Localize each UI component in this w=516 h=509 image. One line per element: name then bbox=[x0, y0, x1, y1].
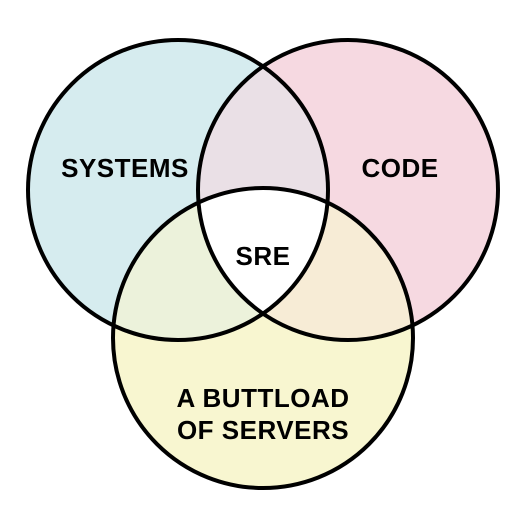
label-systems: SYSTEMS bbox=[61, 153, 189, 183]
venn-diagram: SYSTEMS CODE A BUTTLOADOF SERVERS SRE bbox=[0, 0, 516, 509]
label-servers-line1: A BUTTLOAD bbox=[176, 383, 349, 413]
label-servers-line2: OF SERVERS bbox=[177, 415, 349, 445]
label-center: SRE bbox=[236, 241, 291, 271]
label-code: CODE bbox=[361, 153, 438, 183]
